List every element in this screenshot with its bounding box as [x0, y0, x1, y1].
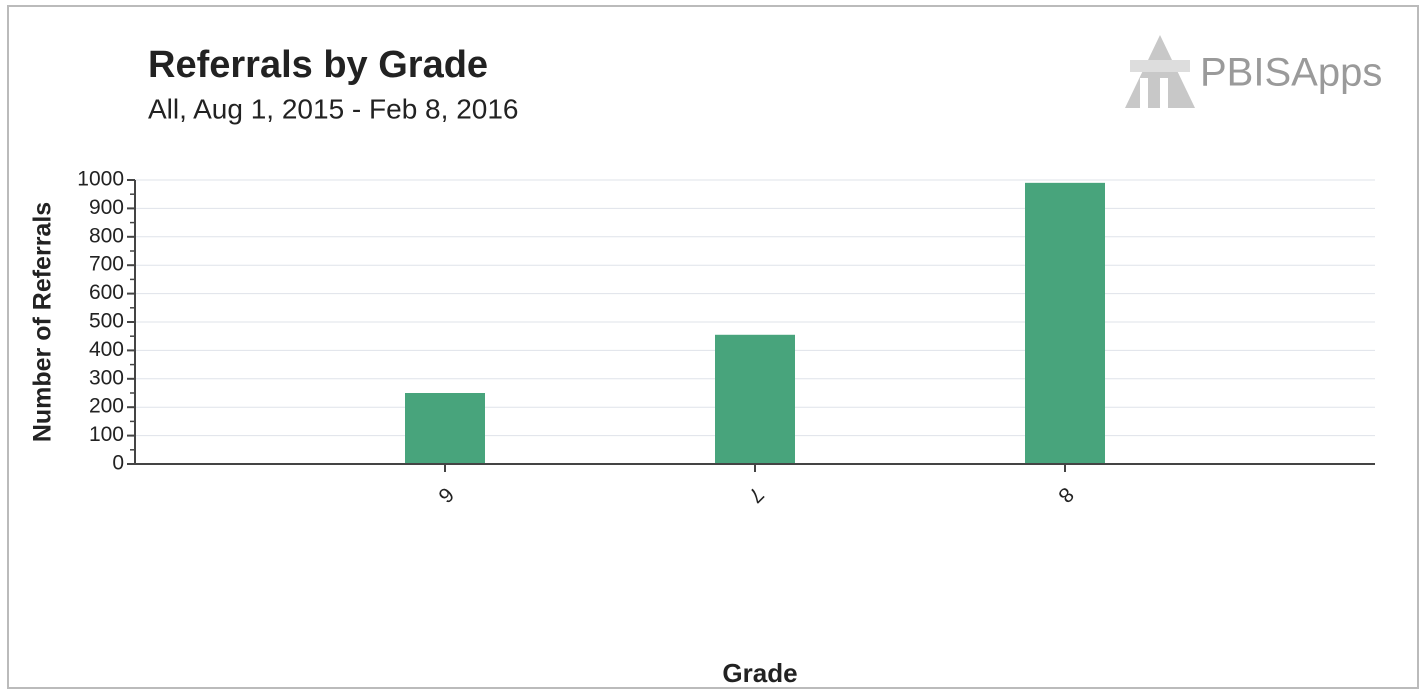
bar — [405, 393, 485, 464]
y-tick-label: 200 — [89, 395, 124, 418]
y-tick-label: 100 — [89, 423, 124, 446]
bar — [1025, 182, 1105, 464]
x-axis-label: Grade — [722, 658, 797, 688]
y-tick-label: 800 — [89, 224, 124, 247]
bar — [715, 334, 795, 464]
y-tick-label: 600 — [89, 281, 124, 304]
y-tick-label: 1000 — [77, 168, 124, 191]
y-tick-label: 900 — [89, 196, 124, 219]
y-tick-label: 0 — [112, 452, 124, 475]
chart-title: Referrals by Grade — [148, 44, 488, 86]
logo-text: PBISApps — [1200, 51, 1382, 95]
logo-icon — [1125, 35, 1195, 108]
y-tick-label: 500 — [89, 310, 124, 333]
y-tick-label: 700 — [89, 253, 124, 276]
y-axis-label: Number of Referrals — [29, 202, 57, 442]
chart-subtitle: All, Aug 1, 2015 - Feb 8, 2016 — [148, 93, 518, 124]
frame — [7, 5, 1419, 689]
y-tick-label: 300 — [89, 366, 124, 389]
y-tick-label: 400 — [89, 338, 124, 361]
